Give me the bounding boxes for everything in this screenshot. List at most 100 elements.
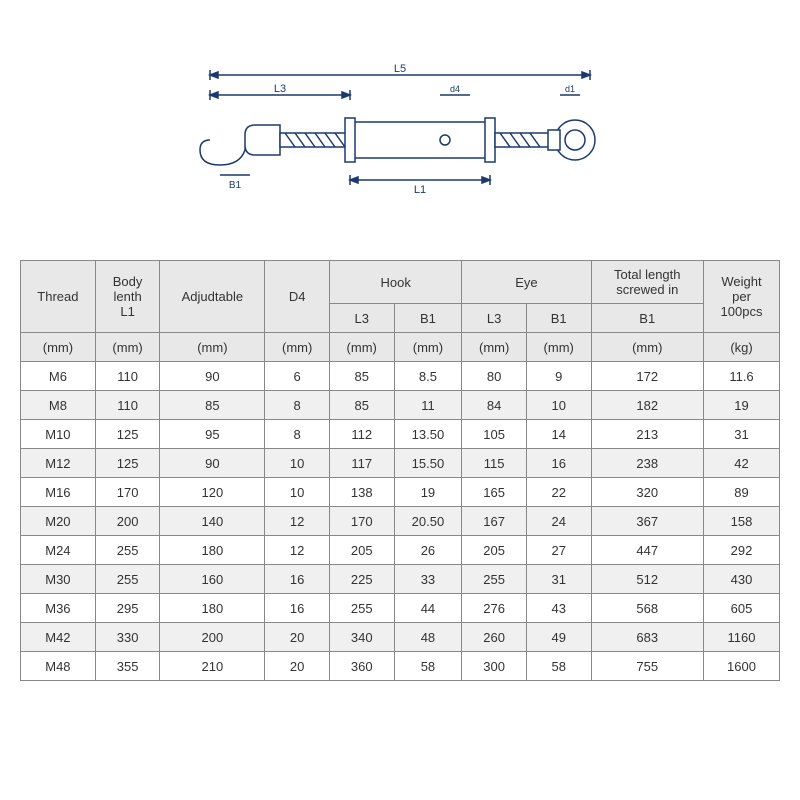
cell-eb1: 14 (526, 420, 591, 449)
cell-hb1: 48 (394, 623, 462, 652)
cell-hl3: 225 (329, 565, 394, 594)
unit-adj: (mm) (160, 333, 265, 362)
cell-hb1: 20.50 (394, 507, 462, 536)
cell-el3: 115 (462, 449, 527, 478)
cell-adj: 180 (160, 536, 265, 565)
cell-body: 355 (95, 652, 160, 681)
cell-d4: 6 (265, 362, 330, 391)
cell-hb1: 11 (394, 391, 462, 420)
unit-total: (mm) (591, 333, 704, 362)
cell-el3: 167 (462, 507, 527, 536)
unit-weight: (kg) (704, 333, 780, 362)
col-hook-b1: B1 (394, 304, 462, 333)
cell-body: 200 (95, 507, 160, 536)
svg-text:L3: L3 (274, 83, 286, 95)
col-eye-l3: L3 (462, 304, 527, 333)
cell-weight: 31 (704, 420, 780, 449)
cell-hl3: 138 (329, 478, 394, 507)
table-row: M6110906858.580917211.6 (21, 362, 780, 391)
cell-hb1: 33 (394, 565, 462, 594)
col-hook: Hook (329, 261, 461, 304)
svg-text:d4: d4 (450, 84, 460, 94)
cell-thread: M42 (21, 623, 96, 652)
cell-adj: 210 (160, 652, 265, 681)
cell-weight: 158 (704, 507, 780, 536)
cell-el3: 105 (462, 420, 527, 449)
unit-thread: (mm) (21, 333, 96, 362)
cell-eb1: 31 (526, 565, 591, 594)
table-body: M6110906858.580917211.6M8110858851184101… (21, 362, 780, 681)
cell-hl3: 205 (329, 536, 394, 565)
cell-hb1: 8.5 (394, 362, 462, 391)
cell-d4: 16 (265, 565, 330, 594)
cell-adj: 180 (160, 594, 265, 623)
col-adj: Adjudtable (160, 261, 265, 333)
cell-hl3: 112 (329, 420, 394, 449)
cell-adj: 200 (160, 623, 265, 652)
cell-d4: 20 (265, 623, 330, 652)
col-hook-l3: L3 (329, 304, 394, 333)
cell-body: 330 (95, 623, 160, 652)
cell-el3: 255 (462, 565, 527, 594)
cell-adj: 95 (160, 420, 265, 449)
cell-hl3: 117 (329, 449, 394, 478)
cell-hl3: 360 (329, 652, 394, 681)
cell-el3: 84 (462, 391, 527, 420)
cell-d4: 8 (265, 420, 330, 449)
cell-body: 110 (95, 362, 160, 391)
col-total-b1: B1 (591, 304, 704, 333)
cell-hb1: 58 (394, 652, 462, 681)
col-body: Body lenth L1 (95, 261, 160, 333)
cell-total: 755 (591, 652, 704, 681)
cell-el3: 205 (462, 536, 527, 565)
cell-adj: 140 (160, 507, 265, 536)
cell-adj: 160 (160, 565, 265, 594)
turnbuckle-diagram: L5 L3 d4 d1 (150, 60, 650, 220)
cell-total: 213 (591, 420, 704, 449)
cell-eb1: 49 (526, 623, 591, 652)
cell-weight: 19 (704, 391, 780, 420)
cell-d4: 20 (265, 652, 330, 681)
cell-el3: 80 (462, 362, 527, 391)
cell-weight: 89 (704, 478, 780, 507)
cell-total: 182 (591, 391, 704, 420)
col-eye: Eye (462, 261, 591, 304)
cell-thread: M12 (21, 449, 96, 478)
cell-d4: 12 (265, 507, 330, 536)
unit-eb1: (mm) (526, 333, 591, 362)
cell-thread: M6 (21, 362, 96, 391)
col-eye-b1: B1 (526, 304, 591, 333)
cell-adj: 85 (160, 391, 265, 420)
cell-el3: 260 (462, 623, 527, 652)
cell-thread: M8 (21, 391, 96, 420)
cell-d4: 12 (265, 536, 330, 565)
cell-eb1: 22 (526, 478, 591, 507)
cell-d4: 8 (265, 391, 330, 420)
cell-total: 172 (591, 362, 704, 391)
cell-hl3: 340 (329, 623, 394, 652)
cell-eb1: 58 (526, 652, 591, 681)
cell-el3: 165 (462, 478, 527, 507)
cell-eb1: 9 (526, 362, 591, 391)
cell-total: 447 (591, 536, 704, 565)
table-row: M24255180122052620527447292 (21, 536, 780, 565)
cell-adj: 120 (160, 478, 265, 507)
table-row: M1617012010138191652232089 (21, 478, 780, 507)
cell-weight: 292 (704, 536, 780, 565)
cell-hb1: 15.50 (394, 449, 462, 478)
cell-hl3: 85 (329, 362, 394, 391)
cell-weight: 42 (704, 449, 780, 478)
cell-body: 255 (95, 565, 160, 594)
cell-total: 512 (591, 565, 704, 594)
table-row: M1012595811213.501051421331 (21, 420, 780, 449)
cell-thread: M10 (21, 420, 96, 449)
cell-weight: 1160 (704, 623, 780, 652)
col-weight: Weight per 100pcs (704, 261, 780, 333)
svg-text:B1: B1 (229, 180, 242, 191)
cell-thread: M30 (21, 565, 96, 594)
col-d4: D4 (265, 261, 330, 333)
cell-weight: 605 (704, 594, 780, 623)
cell-d4: 10 (265, 449, 330, 478)
cell-thread: M36 (21, 594, 96, 623)
svg-text:L1: L1 (414, 184, 426, 196)
